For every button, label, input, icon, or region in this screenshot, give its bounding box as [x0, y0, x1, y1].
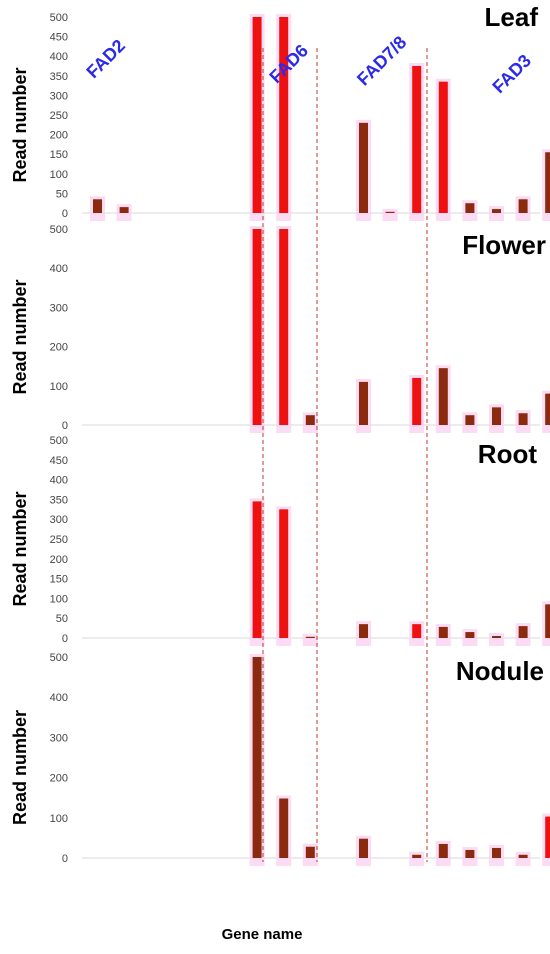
y-tick-label: 100 — [50, 169, 68, 181]
y-axis-label: Read number — [10, 67, 30, 182]
bar — [412, 377, 422, 425]
y-tick-label: 350 — [50, 71, 68, 83]
y-tick-label: 50 — [56, 613, 68, 625]
x-axis-title: Gene name — [222, 926, 303, 943]
bar — [359, 624, 368, 638]
y-tick-label: 250 — [50, 534, 68, 546]
group-label: FAD3 — [488, 50, 535, 97]
panel-title: Flower — [462, 230, 546, 260]
y-tick-label: 100 — [50, 813, 68, 825]
bar — [438, 626, 448, 638]
bar — [438, 843, 448, 858]
y-axis-label: Read number — [10, 279, 30, 394]
y-tick-label: 500 — [50, 652, 68, 664]
bar — [252, 501, 262, 638]
y-tick-label: 350 — [50, 494, 68, 506]
y-tick-label: 500 — [50, 224, 68, 236]
bar-halo — [382, 208, 398, 221]
y-tick-label: 450 — [50, 32, 68, 44]
bar — [305, 846, 315, 858]
y-tick-label: 400 — [50, 692, 68, 704]
bar — [359, 838, 368, 858]
y-tick-label: 300 — [50, 732, 68, 744]
bar — [465, 632, 475, 638]
y-tick-label: 150 — [50, 574, 68, 586]
bar — [252, 17, 262, 213]
bar — [279, 17, 289, 213]
bar — [252, 657, 262, 858]
group-label: FAD2 — [82, 35, 129, 82]
bar — [492, 847, 501, 858]
y-tick-label: 300 — [50, 302, 68, 314]
bar — [518, 854, 528, 858]
y-tick-label: 0 — [62, 420, 68, 432]
bar — [438, 81, 448, 214]
y-tick-label: 200 — [50, 130, 68, 142]
bar — [492, 636, 501, 638]
bar-halo — [302, 633, 318, 646]
y-tick-label: 0 — [62, 208, 68, 220]
y-tick-label: 150 — [50, 149, 68, 161]
bar — [359, 122, 368, 213]
bar — [545, 604, 550, 638]
bar — [359, 381, 368, 425]
y-tick-label: 200 — [50, 342, 68, 354]
y-tick-label: 450 — [50, 455, 68, 467]
bar — [465, 203, 475, 213]
bar-halo — [515, 851, 531, 866]
group-label: FAD7/8 — [353, 32, 410, 89]
y-tick-label: 300 — [50, 514, 68, 526]
bar — [518, 626, 528, 638]
y-tick-label: 300 — [50, 90, 68, 102]
bar — [465, 849, 475, 858]
y-tick-label: 200 — [50, 773, 68, 785]
y-tick-label: 400 — [50, 51, 68, 63]
bar — [279, 229, 289, 425]
panel-title: Leaf — [485, 2, 539, 32]
y-tick-label: 400 — [50, 475, 68, 487]
y-tick-label: 50 — [56, 188, 68, 200]
panel-title: Nodule — [456, 656, 544, 686]
bar — [385, 211, 395, 213]
y-tick-label: 500 — [50, 435, 68, 447]
y-tick-label: 0 — [62, 633, 68, 645]
bar — [305, 415, 315, 425]
bar — [252, 229, 262, 425]
y-axis-label: Read number — [10, 491, 30, 606]
bar — [412, 854, 422, 858]
y-tick-label: 500 — [50, 12, 68, 24]
y-tick-label: 100 — [50, 593, 68, 605]
bar — [518, 199, 528, 213]
bar — [119, 207, 129, 213]
bar-halo — [489, 206, 504, 221]
bar — [545, 393, 550, 425]
bar-halo — [409, 851, 425, 866]
y-tick-label: 250 — [50, 110, 68, 122]
bar — [93, 199, 102, 213]
bar — [412, 66, 422, 213]
panel-title: Root — [478, 439, 538, 469]
y-tick-label: 400 — [50, 263, 68, 275]
bar — [492, 407, 501, 425]
bar — [438, 368, 448, 425]
y-tick-label: 200 — [50, 554, 68, 566]
bar — [545, 816, 550, 858]
bar — [492, 209, 501, 213]
bar — [305, 636, 315, 638]
bar — [279, 798, 289, 858]
bar — [279, 509, 289, 638]
y-tick-label: 100 — [50, 381, 68, 393]
y-tick-label: 0 — [62, 853, 68, 865]
bar — [518, 413, 528, 425]
bar — [412, 624, 422, 638]
y-axis-label: Read number — [10, 710, 30, 825]
bar — [465, 415, 475, 425]
bar-halo — [489, 633, 504, 646]
bar — [545, 152, 550, 213]
